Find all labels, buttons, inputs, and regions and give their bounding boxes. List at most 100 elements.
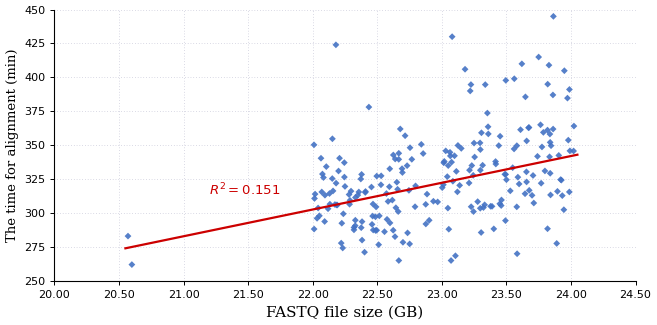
Point <box>544 63 555 68</box>
Point <box>520 94 531 99</box>
Point <box>545 171 555 176</box>
Point <box>466 204 476 209</box>
Point <box>397 170 408 175</box>
Point <box>480 82 491 87</box>
Point <box>509 76 520 81</box>
Point <box>532 154 543 159</box>
Point <box>334 156 345 161</box>
Point <box>376 182 386 188</box>
Point <box>327 136 338 141</box>
Point <box>367 214 378 219</box>
Point <box>442 174 453 179</box>
Point <box>568 149 579 154</box>
Point <box>542 127 553 133</box>
Point <box>344 202 355 207</box>
Point <box>439 159 449 164</box>
Point <box>520 191 530 196</box>
Point <box>394 258 404 263</box>
Point <box>379 229 390 234</box>
Point <box>522 179 532 185</box>
Point <box>546 143 556 148</box>
Point <box>390 156 400 162</box>
Point <box>346 188 356 194</box>
Point <box>353 189 364 195</box>
Point <box>368 227 378 233</box>
Point <box>402 163 413 168</box>
Point <box>554 153 564 158</box>
Point <box>472 199 483 204</box>
Point <box>367 222 377 227</box>
Point <box>501 177 512 182</box>
Point <box>394 157 404 162</box>
Point <box>469 140 480 146</box>
Point <box>512 251 522 256</box>
Point <box>456 146 466 151</box>
Point <box>374 213 384 218</box>
Point <box>321 164 332 169</box>
Point <box>344 192 354 197</box>
Point <box>475 168 486 173</box>
Point <box>449 153 460 158</box>
Point <box>388 227 398 233</box>
Point <box>382 217 392 222</box>
Point <box>556 177 566 183</box>
Point <box>438 160 449 165</box>
Point <box>394 151 404 156</box>
Point <box>432 199 443 204</box>
Point <box>487 204 497 209</box>
Point <box>514 181 524 187</box>
Point <box>453 143 463 148</box>
Point <box>325 191 335 196</box>
Point <box>392 180 402 185</box>
Point <box>452 189 463 194</box>
Point <box>564 87 575 92</box>
Point <box>475 147 486 152</box>
Point <box>127 262 137 267</box>
Point <box>443 205 453 211</box>
Point <box>402 230 413 236</box>
Point <box>317 189 327 195</box>
Point <box>475 206 486 211</box>
Point <box>522 138 532 144</box>
Point <box>505 188 516 193</box>
Point <box>548 14 558 19</box>
Point <box>552 189 562 194</box>
Point <box>313 205 323 211</box>
Point <box>359 250 370 255</box>
Point <box>371 227 382 233</box>
Point <box>331 202 342 208</box>
Point <box>564 189 575 195</box>
Point <box>512 175 523 180</box>
Point <box>482 111 493 116</box>
Point <box>405 241 415 246</box>
Point <box>468 173 478 178</box>
Point <box>356 172 367 177</box>
Point <box>400 133 411 138</box>
Point <box>555 177 566 182</box>
Point <box>381 191 392 196</box>
Point <box>480 202 490 207</box>
Point <box>349 225 359 230</box>
Point <box>557 193 568 198</box>
Point <box>563 137 574 143</box>
Point <box>310 191 321 197</box>
Point <box>524 188 535 193</box>
Point <box>388 152 399 158</box>
Point <box>499 172 510 177</box>
Point <box>395 126 405 132</box>
Point <box>512 204 522 209</box>
Point <box>564 148 575 153</box>
Point <box>397 240 408 245</box>
Point <box>411 183 421 188</box>
Point <box>371 204 381 210</box>
X-axis label: FASTQ file size (GB): FASTQ file size (GB) <box>266 306 424 319</box>
Point <box>370 214 380 219</box>
Point <box>320 193 330 198</box>
Point <box>464 168 475 173</box>
Point <box>340 184 350 189</box>
Point <box>468 209 479 214</box>
Point <box>495 201 505 206</box>
Point <box>558 207 569 212</box>
Point <box>464 180 474 186</box>
Point <box>368 202 378 207</box>
